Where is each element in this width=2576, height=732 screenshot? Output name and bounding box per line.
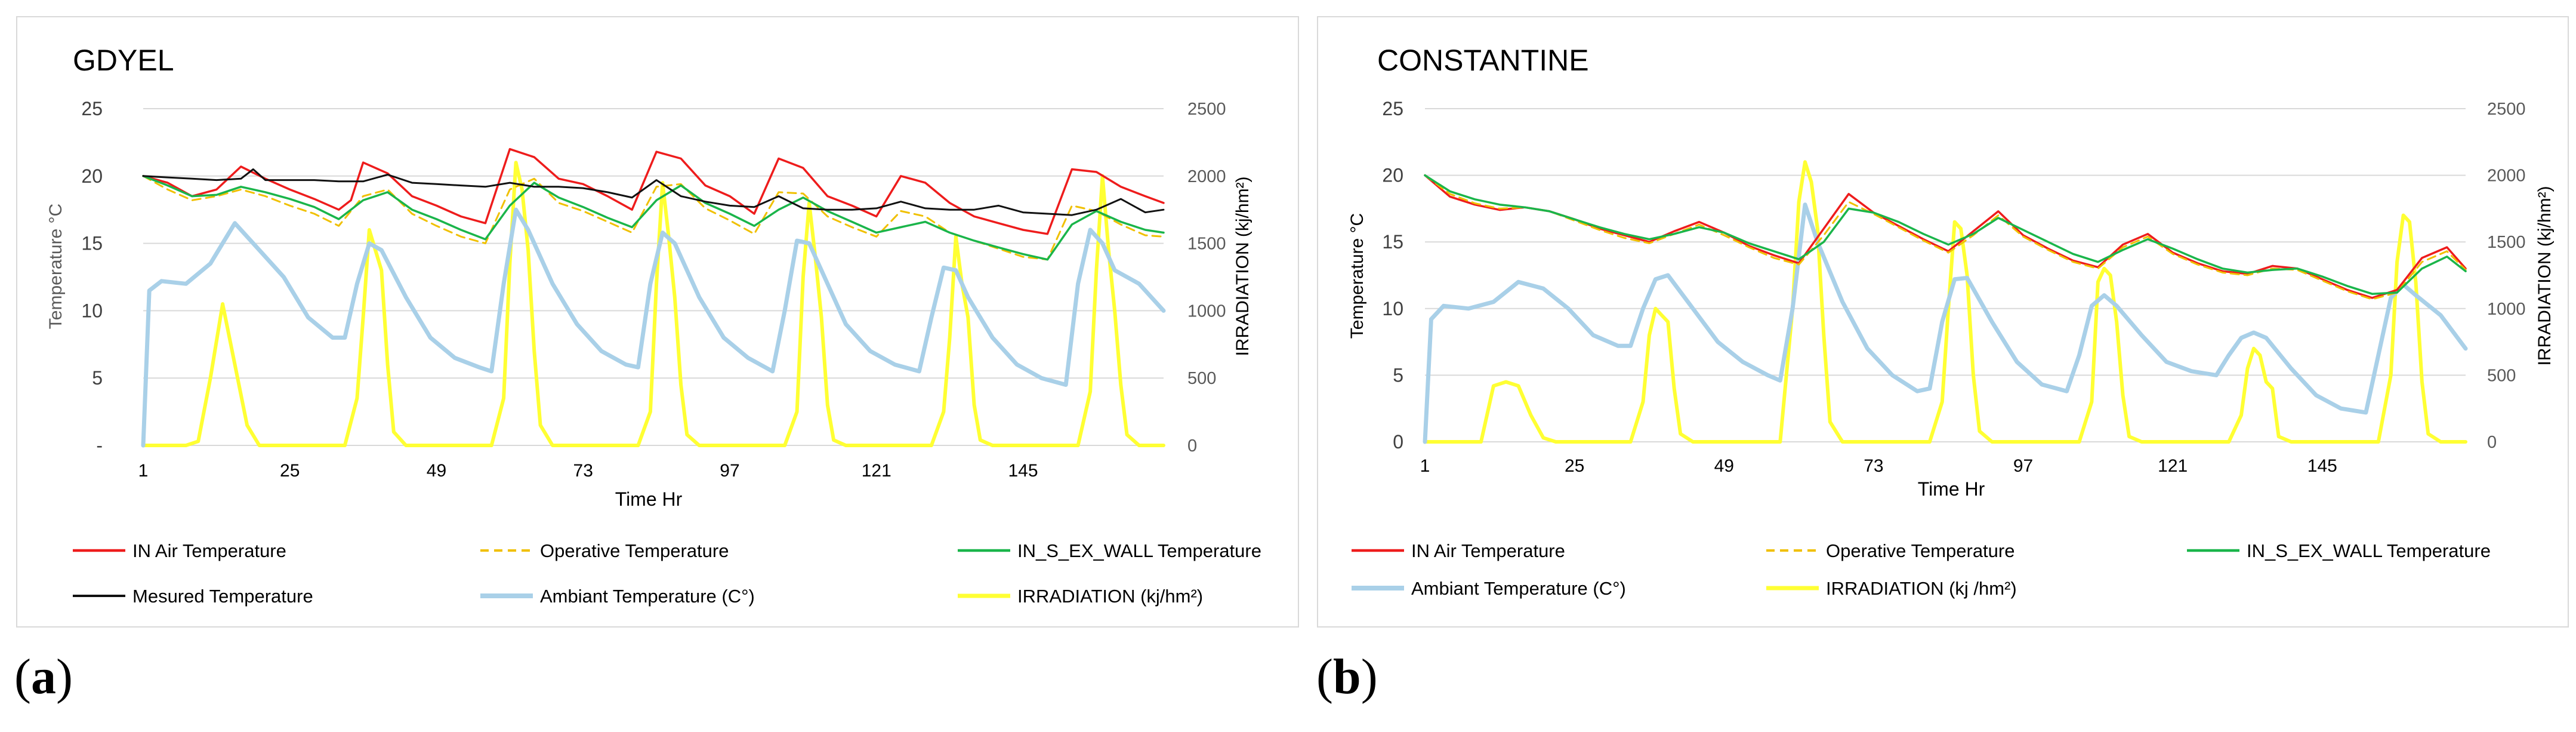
y2-axis-ticks: 0 500 1000 1500 2000 2500 bbox=[2487, 100, 2526, 452]
y-axis-ticks: 0 5 10 15 20 25 bbox=[1382, 98, 1403, 453]
legend-item: IN_S_EX_WALL Temperature bbox=[958, 540, 1261, 561]
y-tick-label: 0 bbox=[1393, 431, 1403, 453]
legend-item: IRRADIATION (kj/hm²) bbox=[958, 586, 1203, 607]
y-axis-ticks: - 5 10 15 20 25 bbox=[81, 98, 103, 456]
x-tick-label: 49 bbox=[1714, 456, 1734, 476]
y2-tick-label: 1500 bbox=[2487, 233, 2526, 252]
series-line-in-s-ex-wall-temperature bbox=[1424, 174, 2467, 295]
x-tick-label: 145 bbox=[1008, 461, 1038, 481]
legend-item: IN Air Temperature bbox=[1352, 540, 1565, 561]
x-tick-label: 1 bbox=[138, 461, 149, 481]
y2-tick-label: 0 bbox=[1187, 436, 1197, 456]
legend-label: IRRADIATION (kj/hm²) bbox=[1017, 586, 1203, 607]
y2-axis-ticks: 0 500 1000 1500 2000 2500 bbox=[1187, 100, 1226, 456]
series-line-ambiant-temperature-c bbox=[1423, 202, 2468, 444]
legend-item: Ambiant Temperature (C°) bbox=[480, 586, 755, 607]
legend-label: Ambiant Temperature (C°) bbox=[540, 586, 755, 607]
legend-label: Ambiant Temperature (C°) bbox=[1411, 578, 1626, 599]
y-tick-label: 15 bbox=[1382, 231, 1403, 253]
series-line-in-air-temperature bbox=[142, 147, 1165, 235]
legend: IN Air Temperature Operative Temperature I… bbox=[1352, 540, 2491, 599]
y-axis-label: Temperature °C bbox=[46, 204, 66, 329]
legend-label: IN_S_EX_WALL Temperature bbox=[1017, 540, 1261, 561]
y2-tick-label: 2000 bbox=[1187, 167, 1226, 186]
panel-label-a: (a) bbox=[14, 649, 73, 705]
legend-label: IN_S_EX_WALL Temperature bbox=[2247, 540, 2491, 561]
x-tick-label: 121 bbox=[2158, 456, 2188, 476]
x-tick-label: 1 bbox=[1420, 456, 1430, 476]
series-line-irradiation-kj-hm bbox=[1423, 160, 2467, 444]
legend-item: IN Air Temperature bbox=[73, 540, 286, 561]
series-line-in-s-ex-wall-temperature bbox=[142, 175, 1165, 261]
legend-label: IN Air Temperature bbox=[132, 540, 286, 561]
legend-item: Operative Temperature bbox=[1766, 540, 2014, 561]
x-tick-label: 121 bbox=[862, 461, 891, 481]
x-tick-label: 49 bbox=[427, 461, 446, 481]
series-line-irradiation-kj-hm bbox=[141, 161, 1165, 447]
y-tick-label: 20 bbox=[81, 165, 103, 187]
legend-label: Mesured Temperature bbox=[132, 586, 313, 607]
legend-item: Mesured Temperature bbox=[73, 586, 313, 607]
x-tick-label: 97 bbox=[720, 461, 739, 481]
y2-tick-label: 2500 bbox=[2487, 100, 2526, 119]
series-line-mesured-temperature bbox=[142, 168, 1165, 216]
x-tick-label: 73 bbox=[573, 461, 593, 481]
y-tick-label: 10 bbox=[1382, 298, 1403, 319]
legend-item: IRRADIATION (kj /hm²) bbox=[1766, 578, 2017, 599]
x-tick-label: 25 bbox=[280, 461, 300, 481]
series-line-operative-temperature bbox=[1424, 174, 2467, 300]
y2-tick-label: 2000 bbox=[2487, 167, 2526, 186]
legend-label: IRRADIATION (kj /hm²) bbox=[1826, 578, 2017, 599]
series-line-operative-temperature bbox=[142, 175, 1165, 261]
y-tick-label: 25 bbox=[81, 98, 103, 119]
x-axis-label: Time Hr bbox=[615, 488, 683, 510]
x-tick-label: 97 bbox=[2013, 456, 2033, 476]
chart-constantine: CONSTANTINE 0 5 10 15 20 25 0 500 1000 1500 2000 2… bbox=[1317, 16, 2569, 628]
x-tick-label: 145 bbox=[2307, 456, 2337, 476]
x-axis-label: Time Hr bbox=[1918, 478, 1985, 500]
y-axis-label: Temperature °C bbox=[1347, 213, 1367, 339]
series-line-ambiant-temperature-c bbox=[141, 207, 1166, 448]
y2-tick-label: 2500 bbox=[1187, 100, 1226, 119]
y2-axis-label: IRRADIATION (kj/hm²) bbox=[2535, 186, 2555, 365]
y2-axis-label: IRRADIATION (kj/hm²) bbox=[1233, 176, 1252, 356]
y-tick-label: - bbox=[96, 435, 103, 456]
series-group bbox=[141, 147, 1166, 448]
chart-title: GDYEL bbox=[73, 44, 174, 77]
y2-tick-label: 1500 bbox=[1187, 235, 1226, 254]
x-axis-ticks: 1 25 49 73 97 121 145 bbox=[138, 461, 1038, 481]
legend-item: Ambiant Temperature (C°) bbox=[1352, 578, 1626, 599]
y-tick-label: 20 bbox=[1382, 165, 1403, 186]
panel-label-b: (b) bbox=[1316, 649, 1378, 705]
x-tick-label: 73 bbox=[1864, 456, 1883, 476]
legend-label: Operative Temperature bbox=[540, 540, 729, 561]
legend-label: IN Air Temperature bbox=[1411, 540, 1565, 561]
x-tick-label: 25 bbox=[1565, 456, 1584, 476]
y2-tick-label: 500 bbox=[1187, 369, 1216, 388]
y-tick-label: 10 bbox=[81, 300, 103, 321]
legend-item: Operative Temperature bbox=[480, 540, 729, 561]
y2-tick-label: 500 bbox=[2487, 366, 2516, 385]
y-tick-label: 25 bbox=[1382, 98, 1403, 119]
chart-frame bbox=[16, 16, 1299, 628]
y-tick-label: 15 bbox=[81, 233, 103, 254]
legend: IN Air Temperature Operative Temperature I… bbox=[73, 540, 1261, 607]
x-axis-ticks: 1 25 49 73 97 121 145 bbox=[1420, 456, 2337, 476]
y-tick-label: 5 bbox=[1393, 364, 1403, 386]
chart-title: CONSTANTINE bbox=[1377, 44, 1589, 77]
y-tick-label: 5 bbox=[92, 367, 103, 389]
legend-label: Operative Temperature bbox=[1826, 540, 2014, 561]
y2-tick-label: 0 bbox=[2487, 433, 2497, 452]
y2-tick-label: 1000 bbox=[1187, 302, 1226, 321]
series-group bbox=[1423, 160, 2468, 444]
y2-tick-label: 1000 bbox=[2487, 300, 2526, 319]
legend-item: IN_S_EX_WALL Temperature bbox=[2187, 540, 2491, 561]
